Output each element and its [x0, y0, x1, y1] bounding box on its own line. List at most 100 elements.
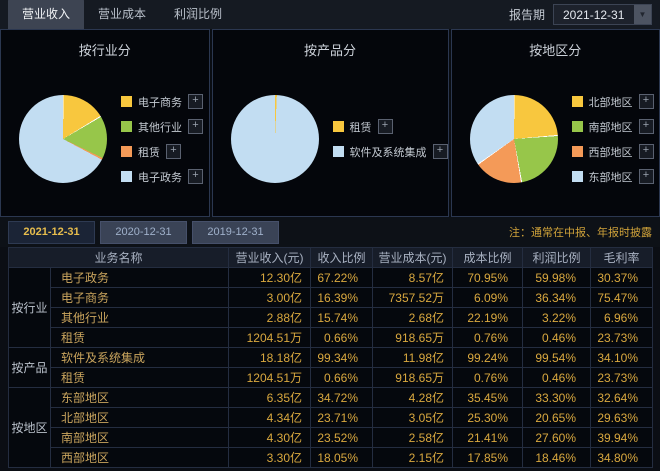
period-tab-2019-12-31[interactable]: 2019-12-31 [192, 220, 279, 244]
plus-icon[interactable]: + [188, 119, 203, 134]
chevron-down-icon[interactable]: ▼ [634, 5, 651, 24]
value-cell: 918.65万 [372, 327, 454, 348]
value-cell: 6.96% [590, 307, 654, 328]
table-row: 租赁 1204.51万 0.66% 918.65万 0.76% 0.46% 23.73% [9, 367, 654, 388]
legend-item[interactable]: 电子政务 + [121, 169, 203, 185]
plus-icon[interactable]: + [166, 144, 181, 159]
legend-item[interactable]: 租赁 + [121, 144, 203, 160]
report-period-value: 2021-12-31 [563, 7, 625, 22]
value-cell: 30.37% [590, 267, 654, 288]
value-cell: 7357.52万 [372, 287, 454, 308]
value-cell: 1204.51万 [228, 367, 312, 388]
legend-swatch-icon [332, 146, 344, 157]
chart-title: 按行业分 [78, 43, 131, 58]
plus-icon[interactable]: + [638, 119, 654, 134]
legend-label: 软件及系统集成 [349, 146, 427, 159]
tab-cost[interactable]: 营业成本 [98, 7, 147, 21]
value-cell: 16.39% [310, 287, 374, 308]
value-cell: 25.30% [452, 407, 524, 428]
legend-label: 电子商务 [138, 96, 182, 109]
column-header: 营业成本(元) [372, 247, 454, 268]
plus-icon[interactable]: + [377, 119, 393, 134]
value-cell: 3.00亿 [228, 287, 312, 308]
business-name-cell: 软件及系统集成 [49, 347, 230, 368]
legend-swatch-icon [571, 121, 583, 132]
plus-icon[interactable]: + [432, 144, 448, 159]
value-cell: 1204.51万 [228, 327, 312, 348]
row-group-label: 按行业 [8, 267, 51, 348]
legend-swatch-icon [121, 171, 132, 182]
business-name-cell: 其他行业 [49, 307, 230, 328]
legend-label: 电子政务 [138, 171, 182, 184]
value-cell: 21.41% [452, 427, 524, 448]
value-cell: 4.34亿 [228, 407, 312, 428]
report-period: 报告期 2021-12-31 ▼ [509, 4, 652, 25]
legend-item[interactable]: 软件及系统集成 + [332, 144, 448, 160]
value-cell: 75.47% [590, 287, 654, 308]
value-cell: 0.46% [522, 327, 592, 348]
plus-icon[interactable]: + [638, 94, 654, 109]
value-cell: 2.58亿 [372, 427, 454, 448]
value-cell: 99.24% [452, 347, 524, 368]
chart-title: 按产品分 [303, 43, 356, 58]
period-tab-2020-12-31[interactable]: 2020-12-31 [100, 220, 187, 244]
value-cell: 3.30亿 [228, 447, 312, 468]
value-cell: 18.46% [522, 447, 592, 468]
value-cell: 18.18亿 [228, 347, 312, 368]
value-cell: 4.28亿 [372, 387, 454, 408]
value-cell: 2.88亿 [228, 307, 312, 328]
legend-item[interactable]: 西部地区 + [571, 144, 654, 160]
legend-label: 北部地区 [588, 96, 633, 109]
plus-icon[interactable]: + [188, 94, 203, 109]
column-header: 业务名称 [7, 247, 230, 268]
value-cell: 18.05% [310, 447, 374, 468]
period-tab-row: 2021-12-31 2020-12-31 2019-12-31 注：通常在中报、年… [0, 217, 660, 247]
tab-revenue[interactable]: 营业收入 [8, 0, 85, 29]
business-name-cell: 电子政务 [49, 267, 230, 288]
pie-chart [469, 95, 558, 183]
value-cell: 17.85% [452, 447, 524, 468]
report-period-label: 报告期 [508, 8, 545, 22]
column-header: 利润比例 [522, 247, 592, 268]
legend-swatch-icon [121, 96, 132, 107]
chart-title: 按地区分 [529, 43, 582, 58]
business-name-cell: 租赁 [49, 327, 230, 348]
value-cell: 0.76% [452, 327, 524, 348]
pie-chart [230, 95, 319, 183]
chart-panel-1: 按产品分租赁 + 软件及系统集成 + [211, 29, 449, 217]
value-cell: 59.98% [522, 267, 592, 288]
business-name-cell: 北部地区 [49, 407, 230, 428]
value-cell: 0.66% [310, 327, 374, 348]
value-cell: 918.65万 [372, 367, 454, 388]
value-cell: 0.66% [310, 367, 374, 388]
legend-label: 租赁 [138, 146, 160, 159]
plus-icon[interactable]: + [188, 169, 203, 184]
table-row: 按产品 软件及系统集成 18.18亿 99.34% 11.98亿 99.24% 99.54%… [8, 347, 654, 388]
value-cell: 6.09% [452, 287, 524, 308]
value-cell: 35.45% [452, 387, 524, 408]
legend-item[interactable]: 电子商务 + [121, 94, 203, 110]
legend-item[interactable]: 南部地区 + [571, 119, 654, 135]
plus-icon[interactable]: + [638, 144, 654, 159]
legend-label: 其他行业 [138, 121, 182, 134]
legend-item[interactable]: 租赁 + [332, 119, 448, 135]
plus-icon[interactable]: + [638, 169, 654, 184]
tab-profit-ratio[interactable]: 利润比例 [174, 7, 223, 21]
value-cell: 39.94% [590, 427, 654, 448]
table-row: 按地区 东部地区 6.35亿 34.72% 4.28亿 35.45% 33.30% 32.64… [8, 387, 654, 468]
value-cell: 3.22% [522, 307, 592, 328]
legend-swatch-icon [571, 171, 583, 182]
legend-item[interactable]: 其他行业 + [121, 119, 203, 135]
legend-swatch-icon [121, 121, 132, 132]
legend-item[interactable]: 东部地区 + [571, 169, 654, 185]
chart-legend: 北部地区 + 南部地区 + 西部地区 + 东部地区 + [571, 94, 654, 185]
row-group-label: 按产品 [8, 347, 51, 388]
value-cell: 15.74% [310, 307, 374, 328]
value-cell: 0.76% [452, 367, 524, 388]
column-header: 收入比例 [310, 247, 374, 268]
period-tab-2021-12-31[interactable]: 2021-12-31 [8, 220, 95, 244]
report-period-select[interactable]: 2021-12-31 ▼ [553, 4, 652, 25]
table-row: 北部地区 4.34亿 23.71% 3.05亿 25.30% 20.65% 29.63% [9, 407, 654, 428]
metric-tabs: 营业收入 营业成本 利润比例 [8, 0, 236, 29]
legend-item[interactable]: 北部地区 + [571, 94, 654, 110]
